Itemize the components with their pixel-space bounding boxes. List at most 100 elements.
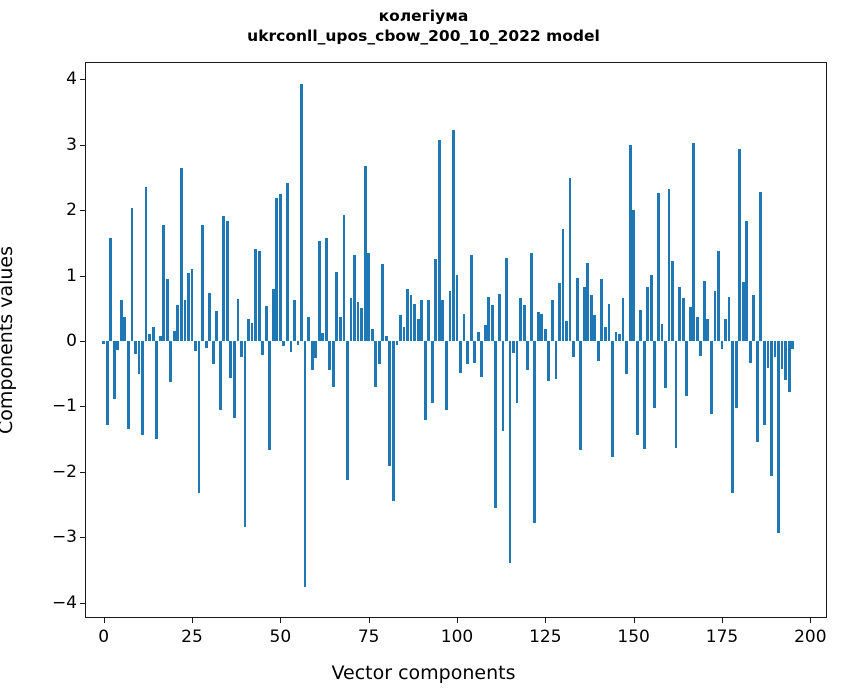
bar — [179, 167, 183, 341]
bar — [201, 224, 204, 341]
bar — [300, 83, 303, 341]
y-tick-label: 1 — [66, 265, 77, 286]
bar — [384, 336, 388, 341]
bar — [275, 198, 279, 341]
bar — [596, 341, 600, 362]
bar — [635, 341, 639, 435]
bar — [639, 310, 643, 341]
bar — [264, 306, 268, 341]
bar-series — [86, 63, 826, 617]
chart-title-line-2: ukrconll_upos_cbow_200_10_2022 model — [247, 27, 600, 46]
bar — [377, 341, 381, 364]
bar — [706, 319, 710, 341]
bar — [285, 182, 289, 341]
bar — [519, 297, 522, 341]
bar — [296, 341, 300, 345]
bar — [155, 341, 159, 440]
x-tick-label: 75 — [357, 627, 380, 647]
bar — [328, 341, 332, 371]
y-tick-mark — [80, 602, 86, 604]
bar — [278, 194, 282, 341]
bar — [568, 178, 572, 341]
bar — [455, 274, 459, 341]
bar — [335, 272, 339, 341]
bar — [572, 341, 575, 358]
bar — [653, 341, 657, 408]
bar — [526, 341, 530, 371]
x-tick-mark — [368, 617, 370, 623]
bar — [515, 341, 519, 404]
bar — [346, 341, 349, 481]
y-tick-mark — [80, 471, 86, 473]
x-tick-mark — [457, 617, 458, 623]
bar — [497, 293, 501, 341]
bar — [162, 224, 166, 341]
bar — [724, 319, 727, 341]
bar — [172, 330, 176, 341]
bar — [748, 341, 752, 363]
bar — [307, 316, 310, 341]
bar — [321, 333, 325, 341]
bar — [660, 323, 664, 341]
bar — [452, 129, 455, 341]
bar — [391, 341, 395, 502]
bar — [752, 294, 756, 341]
bar — [709, 341, 713, 415]
bar — [483, 324, 487, 341]
bar — [409, 294, 413, 341]
bar — [137, 341, 141, 374]
bar — [310, 341, 314, 371]
bar — [702, 280, 706, 341]
bar — [144, 187, 148, 341]
bar — [773, 341, 777, 358]
bar — [109, 238, 113, 341]
bar — [766, 341, 770, 369]
bar — [293, 300, 296, 341]
y-tick-label: 2 — [66, 200, 77, 221]
bar — [105, 341, 109, 425]
y-tick-mark — [80, 341, 86, 342]
bar — [254, 248, 257, 341]
y-tick-mark — [80, 144, 86, 146]
bar — [317, 240, 321, 341]
bar — [487, 296, 491, 341]
bar — [367, 252, 371, 341]
bar — [413, 304, 416, 341]
bar — [558, 283, 561, 341]
bar — [678, 287, 681, 341]
bar — [692, 142, 696, 341]
bar — [649, 274, 653, 341]
x-tick-label: 200 — [794, 627, 827, 647]
bar — [169, 341, 173, 382]
bar — [642, 341, 646, 449]
bar — [420, 300, 424, 341]
x-tick-label: 50 — [269, 627, 292, 647]
bar — [759, 191, 763, 341]
bar — [540, 313, 544, 341]
bar — [119, 300, 123, 341]
bar — [770, 341, 773, 476]
bar — [614, 332, 618, 341]
y-tick-label: 0 — [66, 331, 77, 351]
bar — [165, 278, 169, 341]
bar — [197, 341, 201, 494]
bar — [611, 341, 614, 458]
bar — [664, 341, 667, 389]
bar — [741, 282, 745, 341]
bar — [187, 272, 190, 341]
chart-title-line-1: колегіума — [378, 7, 469, 25]
bar — [225, 221, 229, 341]
y-tick-mark — [80, 406, 86, 408]
bar — [731, 341, 734, 494]
y-tick-label: −2 — [51, 461, 77, 482]
bar — [618, 333, 621, 341]
bar — [607, 303, 611, 341]
plot-area: −4 −3 −2 −1 0 1 2 3 4 0 25 50 75 100 125 150 175 200 — [52, 62, 827, 647]
bar — [656, 193, 660, 341]
bar — [116, 341, 120, 351]
bar — [561, 229, 565, 341]
x-tick-label: 25 — [181, 627, 203, 647]
bar — [437, 139, 441, 341]
bar — [490, 305, 494, 341]
